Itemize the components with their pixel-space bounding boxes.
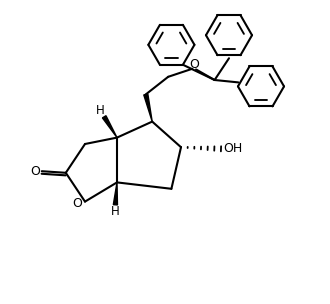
Text: O: O <box>30 165 40 178</box>
Text: H: H <box>96 104 105 117</box>
Polygon shape <box>102 116 117 138</box>
Text: H: H <box>111 205 119 218</box>
Text: O: O <box>72 197 82 210</box>
Text: O: O <box>189 58 199 71</box>
Text: OH: OH <box>223 142 243 155</box>
Polygon shape <box>113 182 117 205</box>
Polygon shape <box>144 94 152 122</box>
